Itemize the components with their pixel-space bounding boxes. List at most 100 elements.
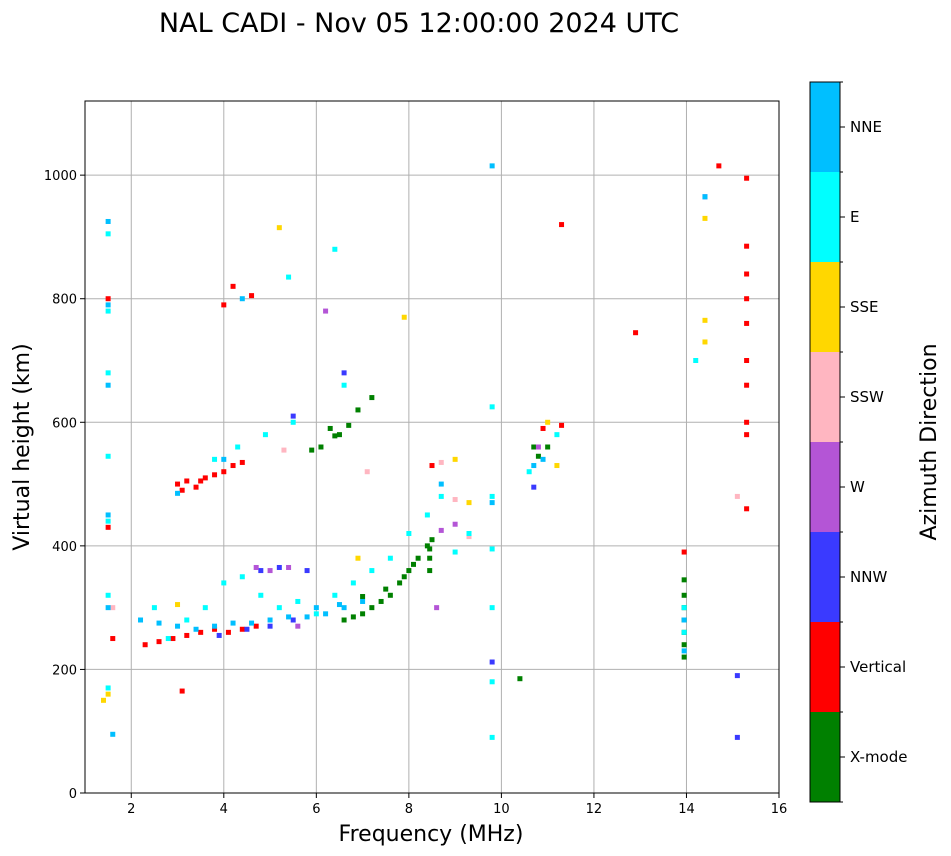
data-point [156, 639, 162, 645]
data-point [559, 222, 565, 228]
data-point [258, 592, 264, 598]
data-point [702, 317, 708, 323]
data-point [545, 419, 551, 425]
data-point [318, 444, 324, 450]
colorbar-segment [810, 532, 840, 622]
data-point [424, 543, 430, 549]
data-point [175, 602, 181, 608]
data-point [179, 688, 185, 694]
x-axis-label: Frequency (MHz) [339, 822, 524, 847]
data-point [350, 614, 356, 620]
data-point [744, 175, 750, 181]
data-point [545, 444, 551, 450]
data-point [332, 246, 338, 252]
data-point [304, 568, 310, 574]
colorbar-tick-label: W [850, 478, 865, 496]
data-point [744, 271, 750, 277]
data-point [489, 404, 495, 410]
data-point [253, 564, 259, 570]
colorbar-segment [810, 712, 840, 802]
x-tick-label: 4 [220, 802, 228, 817]
data-point [554, 463, 560, 469]
data-point [281, 447, 287, 453]
data-point [350, 580, 356, 586]
data-point [489, 605, 495, 611]
data-point [466, 531, 472, 536]
data-point [193, 626, 199, 632]
data-point [235, 444, 241, 450]
data-point [734, 493, 740, 499]
data-point [355, 407, 361, 413]
data-point [184, 632, 190, 638]
data-point [438, 481, 444, 487]
data-point [489, 659, 495, 665]
data-point [142, 642, 148, 648]
data-point [378, 598, 384, 604]
data-point [489, 546, 495, 552]
data-point [429, 537, 435, 543]
data-point [198, 629, 204, 635]
colorbar-label: Azimuth Direction [917, 343, 942, 540]
data-point [332, 433, 338, 439]
data-point [198, 478, 204, 484]
data-point [105, 370, 111, 376]
data-point [744, 243, 750, 249]
x-tick-label: 12 [586, 802, 603, 817]
data-point [681, 642, 687, 648]
data-point [105, 592, 111, 598]
data-point [295, 598, 301, 604]
data-point [253, 623, 259, 629]
data-point [105, 296, 111, 302]
data-point [212, 623, 218, 629]
data-point [387, 592, 393, 598]
colorbar-tick-label: NNW [850, 568, 887, 586]
data-point [105, 453, 111, 459]
data-point [249, 620, 255, 626]
data-point [332, 592, 338, 598]
data-point [336, 602, 342, 608]
plot-frame [84, 100, 780, 794]
data-point [702, 194, 708, 200]
data-point [360, 611, 366, 617]
data-point [212, 626, 218, 632]
data-point [267, 568, 273, 574]
colorbar-tick-label: Vertical [850, 658, 906, 676]
data-point [424, 512, 430, 518]
data-point [693, 358, 699, 363]
data-point [336, 432, 342, 438]
data-point [295, 623, 301, 629]
data-point [105, 518, 111, 524]
data-point [202, 475, 208, 481]
data-point [452, 456, 458, 462]
data-point [438, 493, 444, 499]
data-point [346, 422, 352, 428]
data-point [212, 456, 218, 462]
data-point [355, 555, 361, 561]
data-point [531, 484, 537, 490]
data-point [341, 617, 347, 623]
y-tick-label: 800 [52, 293, 77, 308]
data-point [313, 605, 319, 611]
data-point [397, 580, 403, 586]
data-point [267, 617, 273, 623]
x-tick-label: 6 [312, 802, 320, 817]
data-point [165, 636, 171, 642]
data-point [105, 524, 111, 530]
data-point [202, 605, 208, 611]
data-point [286, 274, 292, 280]
data-point [239, 626, 245, 632]
data-point [744, 506, 750, 512]
data-point [489, 500, 495, 506]
data-point [244, 626, 250, 632]
data-point [734, 673, 740, 679]
data-point [110, 605, 116, 611]
y-tick-label: 200 [52, 663, 77, 678]
colorbar: X-mode Vertical NNW W SSW SSE E NNE [809, 81, 907, 803]
data-point [193, 484, 199, 490]
data-point [681, 592, 687, 598]
data-point [184, 617, 190, 623]
data-point [341, 382, 347, 388]
y-tick-label: 1000 [44, 169, 77, 184]
data-point [406, 531, 412, 536]
